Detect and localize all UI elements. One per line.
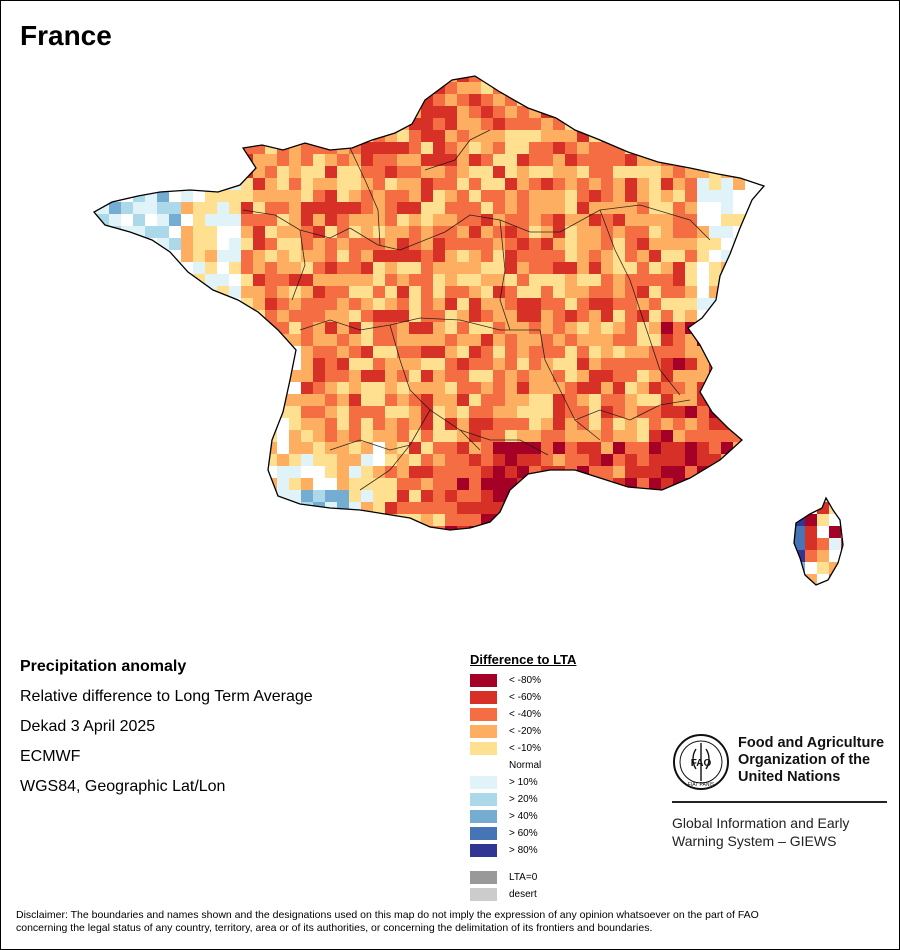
legend-items: < -80% < -60% < -40% < -20% < -10% Normal > 10…	[470, 672, 576, 859]
legend-label: < -80%	[509, 675, 541, 686]
legend-label: < -10%	[509, 743, 541, 754]
giews-name: Global Information and Early Warning Sys…	[672, 815, 850, 849]
legend: Difference to LTA < -80% < -60% < -40% < -2…	[470, 652, 576, 903]
disclaimer: Disclaimer: The boundaries and names sho…	[16, 909, 759, 934]
legend-item-0: < -80%	[470, 672, 576, 689]
legend-extra-item-1: desert	[470, 886, 576, 903]
legend-item-7: > 20%	[470, 791, 576, 808]
legend-swatch	[470, 725, 497, 738]
legend-label: > 20%	[509, 794, 538, 805]
legend-label: < -60%	[509, 692, 541, 703]
legend-swatch	[470, 674, 497, 687]
info-variable: Precipitation anomaly	[20, 658, 187, 675]
info-description: Relative difference to Long Term Average	[20, 688, 313, 705]
legend-label: > 10%	[509, 777, 538, 788]
legend-label: > 40%	[509, 811, 538, 822]
legend-swatch	[470, 708, 497, 721]
fao-divider	[672, 801, 887, 803]
legend-item-4: < -10%	[470, 740, 576, 757]
legend-swatch	[470, 776, 497, 789]
fao-logo-text: FAO	[691, 758, 712, 769]
precipitation-map	[93, 75, 844, 586]
legend-label: < -40%	[509, 709, 541, 720]
legend-swatch	[470, 871, 497, 884]
fao-logo-motto: FIAT PANIS	[688, 782, 715, 788]
legend-title: Difference to LTA	[470, 652, 577, 667]
legend-item-3: < -20%	[470, 723, 576, 740]
legend-swatch	[470, 742, 497, 755]
legend-label: desert	[509, 889, 537, 900]
fao-logo-icon: FAO FIAT PANIS	[673, 734, 729, 790]
legend-swatch	[470, 691, 497, 704]
legend-label: > 80%	[509, 845, 538, 856]
legend-swatch	[470, 759, 497, 772]
fao-name: Food and Agriculture Organization of the…	[738, 735, 885, 785]
legend-label: < -20%	[509, 726, 541, 737]
legend-item-6: > 10%	[470, 774, 576, 791]
map-title: France	[20, 20, 112, 51]
legend-item-2: < -40%	[470, 706, 576, 723]
legend-swatch	[470, 844, 497, 857]
legend-item-9: > 60%	[470, 825, 576, 842]
legend-label: Normal	[509, 760, 542, 771]
legend-swatch	[470, 827, 497, 840]
info-projection: WGS84, Geographic Lat/Lon	[20, 778, 226, 795]
legend-label: > 60%	[509, 828, 538, 839]
map-info-block: Precipitation anomaly Relative differenc…	[20, 655, 313, 805]
legend-extra-items: LTA=0 desert	[470, 869, 576, 903]
info-source: ECMWF	[20, 748, 81, 765]
legend-item-5: Normal	[470, 757, 576, 774]
info-period: Dekad 3 April 2025	[20, 718, 156, 735]
legend-swatch	[470, 793, 497, 806]
legend-item-10: > 80%	[470, 842, 576, 859]
legend-label: LTA=0	[509, 872, 538, 883]
legend-swatch	[470, 810, 497, 823]
legend-extra-item-0: LTA=0	[470, 869, 576, 886]
legend-item-1: < -60%	[470, 689, 576, 706]
legend-item-8: > 40%	[470, 808, 576, 825]
legend-swatch	[470, 888, 497, 901]
